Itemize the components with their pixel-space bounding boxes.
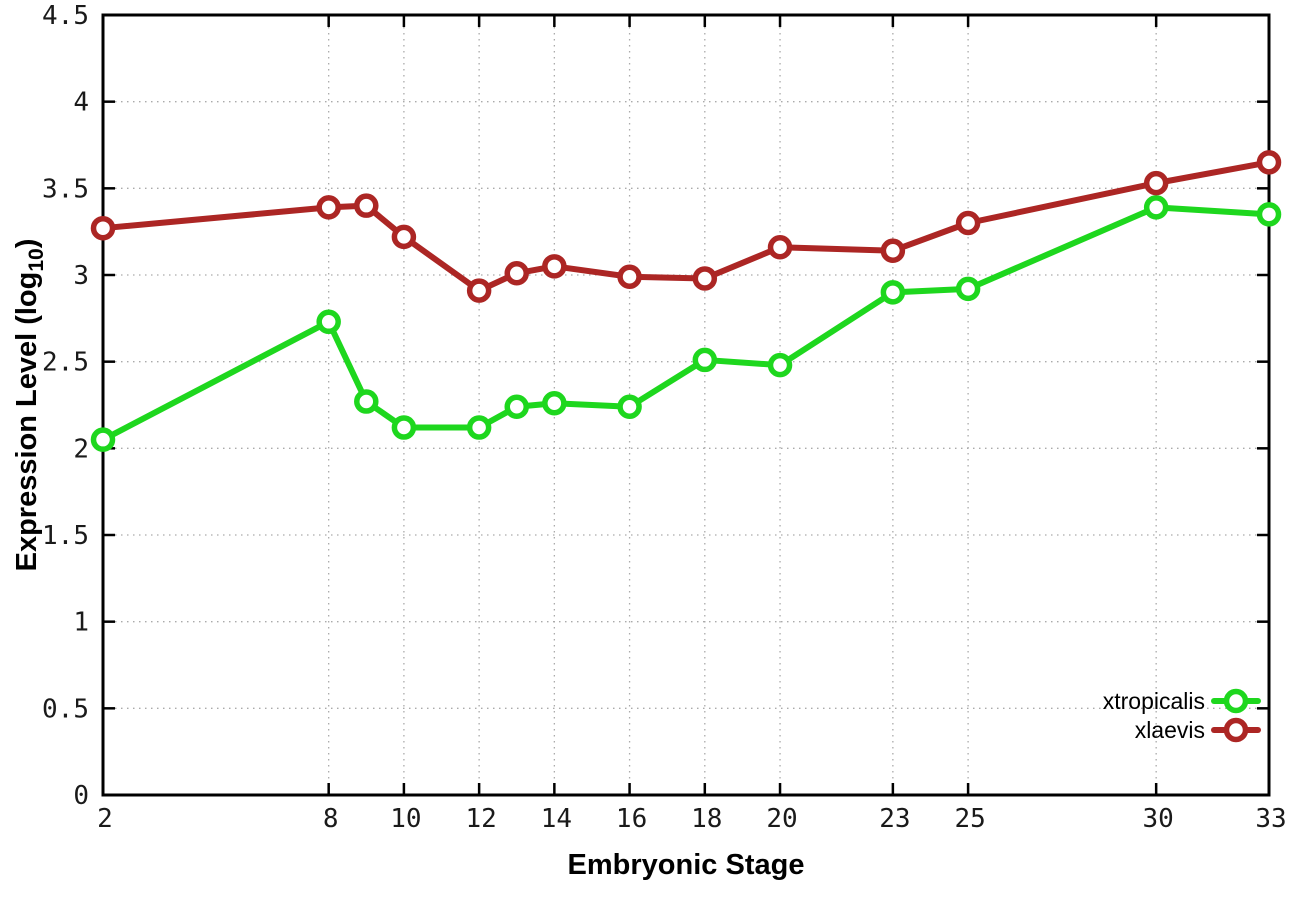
data-point-xtropicalis [955,276,981,302]
legend-label-xlaevis: xlaevis [1135,717,1205,743]
data-point-xlaevis [1143,170,1169,196]
x-tick-label: 33 [1255,804,1286,834]
x-tick-label: 14 [541,804,572,834]
y-tick-label: 0.5 [42,694,89,724]
data-point-xtropicalis [542,391,567,416]
x-tick-label: 18 [691,804,722,834]
y-tick-label: 2.5 [42,348,89,378]
y-tick-label: 0 [73,781,89,811]
y-tick-label: 1.5 [42,521,89,551]
data-point-xlaevis [391,224,417,250]
legend-marker-xtropicalis [1223,688,1249,714]
data-point-xlaevis [354,193,379,218]
x-tick-label: 25 [954,804,985,834]
data-point-xlaevis [767,235,793,260]
data-point-xlaevis [692,266,718,291]
data-point-xtropicalis [391,415,417,440]
x-tick-label: 2 [97,804,113,834]
data-point-xtropicalis [504,394,529,419]
x-tick-label: 12 [465,804,496,834]
y-tick-label: 3 [73,261,89,291]
y-tick-label: 4.5 [42,1,89,31]
data-point-xlaevis [1256,150,1282,175]
x-tick-label: 8 [323,804,339,834]
x-tick-label: 30 [1143,804,1174,834]
y-tick-label: 1 [73,608,89,638]
series-line-xtropicalis [100,204,1272,443]
legend-label-xtropicalis: xtropicalis [1103,688,1205,714]
data-point-xtropicalis [692,347,718,373]
y-tick-label: 4 [73,88,89,118]
data-point-xtropicalis [767,352,793,378]
legend-marker-xlaevis [1223,717,1249,743]
data-point-xtropicalis [90,427,116,452]
data-point-xlaevis [90,215,116,241]
x-tick-label: 16 [616,804,647,834]
data-point-xtropicalis [316,309,341,335]
data-point-xtropicalis [466,415,492,440]
x-tick-label: 20 [766,804,797,834]
data-point-xlaevis [617,264,642,289]
data-point-xlaevis [316,195,341,220]
data-point-xlaevis [542,254,567,279]
x-tick-label: 23 [879,804,910,834]
y-axis-title: Expression Level (log10) [11,239,48,572]
data-point-xlaevis [466,278,492,303]
data-point-xtropicalis [617,394,642,419]
data-point-xlaevis [955,210,981,236]
data-point-xtropicalis [880,280,906,305]
data-point-xtropicalis [1256,202,1282,227]
plot-border [101,13,1271,797]
y-tick-label: 2 [73,434,89,464]
data-point-xlaevis [504,261,529,286]
y-tick-label: 3.5 [42,174,89,204]
series-line-xlaevis [100,159,1272,294]
data-point-xtropicalis [354,389,379,414]
data-point-xlaevis [880,238,906,263]
x-axis-title: Embryonic Stage [568,849,805,881]
x-tick-label: 10 [390,804,421,834]
data-point-xtropicalis [1143,195,1169,220]
